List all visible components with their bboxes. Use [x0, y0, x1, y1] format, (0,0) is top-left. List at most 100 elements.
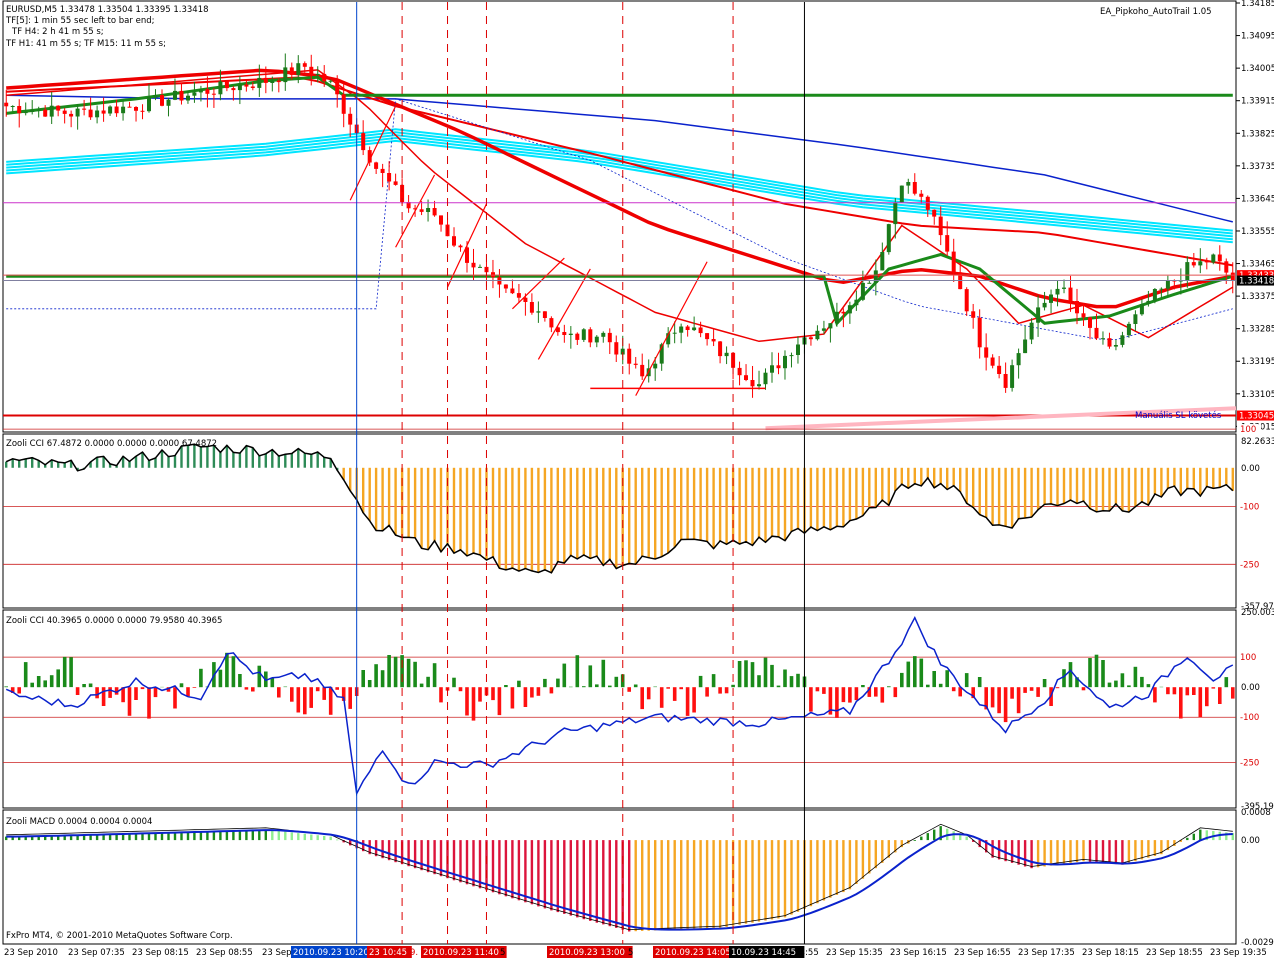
- candle-body: [1075, 301, 1079, 313]
- candle-body: [17, 106, 21, 113]
- cci1-bar: [1141, 468, 1143, 502]
- candle-body: [699, 328, 703, 334]
- cci2-bar: [322, 687, 326, 700]
- cci2-bar: [1043, 679, 1047, 687]
- macd-bar: [407, 840, 409, 866]
- candle-body: [452, 236, 456, 245]
- cci1-bar: [1225, 468, 1227, 485]
- cci2-bar: [1218, 687, 1222, 704]
- candle-body: [1185, 262, 1189, 280]
- candle-body: [56, 106, 60, 111]
- cci2-bar: [543, 679, 547, 687]
- cci1-bar: [849, 468, 851, 521]
- cci1-bar: [414, 468, 416, 538]
- candle-body: [1114, 345, 1118, 347]
- candle-body: [115, 107, 119, 114]
- cci2-bar: [952, 687, 956, 691]
- candle-body: [887, 224, 891, 252]
- cci1-bar: [362, 468, 364, 513]
- cci2-bar: [699, 676, 703, 687]
- macd-panel[interactable]: [5, 824, 1234, 931]
- cci2-bar: [907, 662, 911, 688]
- cci2-bar: [1205, 687, 1209, 706]
- cci2-bar: [712, 674, 716, 687]
- candle-body: [1062, 288, 1066, 289]
- macd-bar: [498, 840, 500, 894]
- candle-body: [218, 81, 222, 94]
- cci1-bar: [505, 468, 507, 570]
- cci2-bar: [69, 657, 73, 687]
- cci2-bar: [407, 659, 411, 687]
- candle-body: [809, 337, 813, 339]
- cci2-bar: [193, 687, 197, 688]
- macd-bar: [1004, 840, 1006, 861]
- red-fast-ma-line: [6, 70, 1233, 341]
- cci2-bar: [848, 687, 852, 702]
- candle-body: [303, 63, 307, 67]
- macd-bar: [252, 830, 254, 840]
- cci1-bar: [25, 459, 27, 468]
- candle-body: [283, 67, 287, 82]
- macd-bar: [1095, 840, 1097, 862]
- macd-bar: [602, 840, 604, 924]
- candle-body: [147, 97, 151, 111]
- cci2-bar: [653, 687, 657, 688]
- time-mark-label: 2010.09.23 13:00: [549, 948, 625, 958]
- cci2-tick-label: -100: [1240, 713, 1259, 723]
- cci2-bar: [965, 673, 969, 687]
- candle-body: [900, 186, 904, 203]
- cci2-bar: [329, 687, 333, 715]
- cci2-line: [6, 618, 1233, 794]
- cci2-bar: [582, 686, 586, 687]
- cci1-bar: [790, 468, 792, 532]
- cci1-bar: [226, 445, 228, 467]
- cci1-bar: [12, 459, 14, 468]
- cci1-bar: [777, 468, 779, 537]
- candle-body: [296, 63, 300, 75]
- cci1-bar: [1219, 468, 1221, 488]
- candle-body: [225, 81, 229, 88]
- candle-body: [679, 327, 683, 333]
- candle-body: [24, 112, 28, 113]
- cci2-bar: [997, 687, 1001, 713]
- macd-bar: [920, 837, 922, 841]
- cci2-bar: [738, 661, 742, 687]
- cci1-bar: [842, 468, 844, 527]
- candle-body: [374, 162, 378, 169]
- cci1-bar: [635, 468, 637, 565]
- price-panel[interactable]: [3, 53, 1236, 428]
- x-axis-label: 23 Sep 16:55: [954, 948, 1011, 958]
- cci1-bar: [920, 468, 922, 486]
- candle-body: [348, 114, 352, 125]
- candle-body: [738, 368, 742, 375]
- cci2-bar: [134, 687, 138, 700]
- cci2-bar: [17, 687, 21, 693]
- cci1-bar: [1017, 468, 1019, 519]
- candle-body: [517, 293, 521, 298]
- cci1-panel[interactable]: [3, 429, 1236, 573]
- cci1-bar: [381, 468, 383, 531]
- macd-bar: [842, 840, 844, 892]
- cci1-bar: [524, 468, 526, 569]
- macd-bar: [284, 832, 286, 840]
- candle-body: [562, 332, 566, 335]
- cci2-panel[interactable]: [3, 618, 1236, 794]
- cci1-bar: [1128, 468, 1130, 512]
- candle-body: [536, 311, 540, 312]
- cci1-bar: [771, 468, 773, 536]
- cci1-bar: [459, 468, 461, 550]
- cci2-bar: [43, 680, 47, 687]
- cci2-bar: [894, 687, 898, 697]
- macd-bar: [1082, 840, 1084, 861]
- macd-bar: [725, 840, 727, 927]
- cci1-bar: [933, 468, 935, 488]
- macd-bar: [317, 835, 319, 840]
- cci1-bar: [349, 468, 351, 491]
- cci2-bar: [576, 655, 580, 687]
- cci1-bar: [596, 468, 598, 556]
- candle-body: [238, 85, 242, 91]
- cci1-bar: [829, 468, 831, 530]
- candle-body: [1010, 365, 1014, 388]
- cci1-bar: [472, 468, 474, 553]
